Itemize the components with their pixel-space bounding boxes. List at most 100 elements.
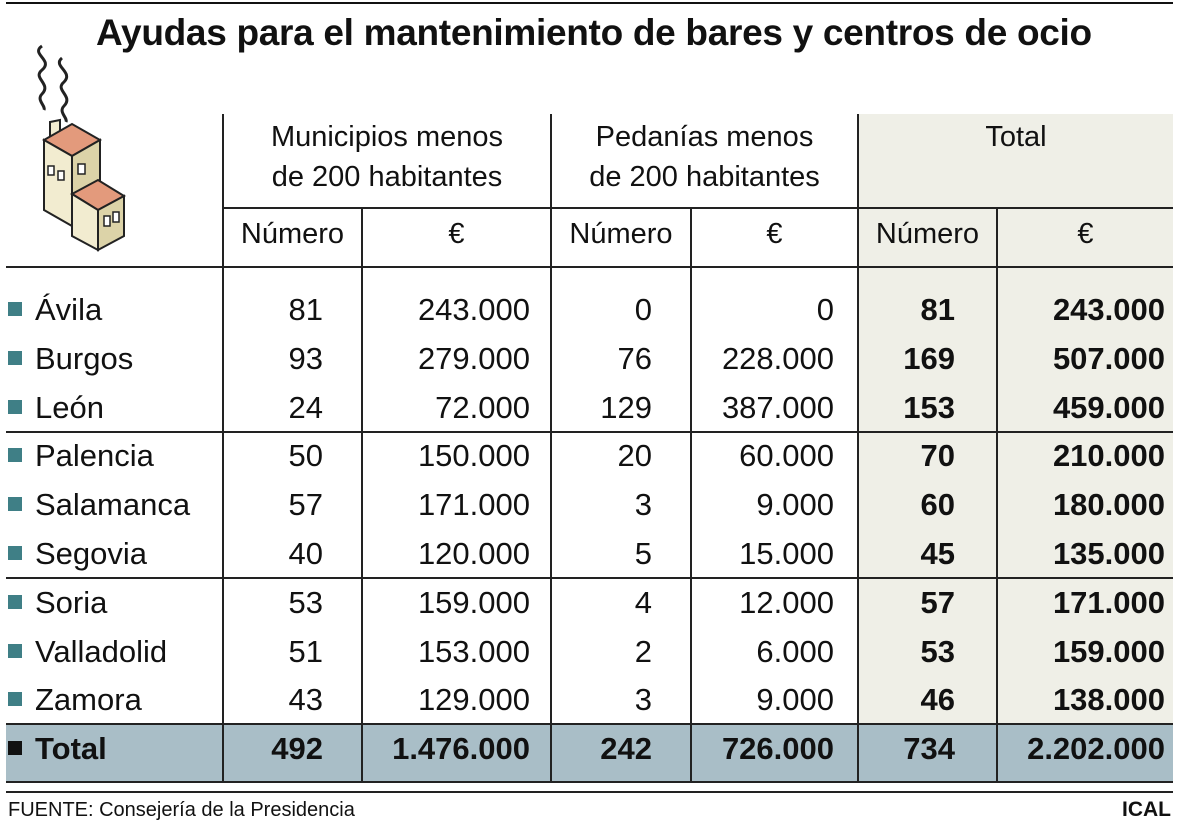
table-cell: 387.000 — [721, 390, 834, 425]
row-label: Burgos — [8, 339, 133, 379]
row-marker-icon — [8, 496, 22, 511]
table-cell: 243.000 — [1052, 292, 1165, 327]
table-cell: 51 — [288, 634, 323, 669]
table-cell: 159.000 — [1052, 634, 1165, 669]
row-name: Segovia — [35, 536, 148, 571]
total-cell: 492 — [271, 731, 323, 766]
table-cell: 76 — [617, 341, 652, 376]
row-marker-icon — [8, 399, 22, 414]
table-cell: 171.000 — [417, 487, 530, 522]
column-divider — [550, 114, 552, 782]
source-note: FUENTE: Consejería de la Presidencia — [8, 799, 355, 821]
table-cell: 150.000 — [417, 438, 530, 473]
row-label: Palencia — [8, 436, 154, 476]
top-rule — [6, 2, 1173, 4]
total-bottom-rule — [6, 781, 1173, 783]
house-smoke-icon — [37, 44, 127, 252]
table-cell: 93 — [288, 341, 323, 376]
row-name: Soria — [35, 585, 108, 620]
table-cell: 81 — [288, 292, 323, 327]
table-cell: 129 — [600, 390, 652, 425]
table-cell: 53 — [920, 634, 955, 669]
table-cell: 138.000 — [1052, 682, 1165, 717]
row-marker-icon — [8, 691, 22, 706]
table-cell: 57 — [920, 585, 955, 620]
table-cell: 153.000 — [417, 634, 530, 669]
row-label: Ávila — [8, 290, 102, 330]
row-label: Salamanca — [8, 485, 190, 525]
table-cell: 15.000 — [739, 536, 834, 571]
column-group-header: Pedanías menos de 200 habitantes — [552, 117, 857, 197]
sub-header: Número — [569, 218, 673, 250]
header-subrule — [222, 207, 1173, 209]
sub-header: Número — [240, 218, 345, 250]
column-divider — [690, 208, 692, 782]
table-cell: 5 — [634, 536, 652, 571]
table-cell: 9.000 — [756, 487, 834, 522]
row-name: Valladolid — [35, 634, 168, 669]
table-cell: 40 — [288, 536, 323, 571]
sub-header: € — [766, 218, 783, 250]
total-column-background — [859, 114, 1173, 725]
table-cell: 210.000 — [1052, 438, 1165, 473]
total-cell: 1.476.000 — [392, 731, 530, 766]
sub-header: € — [448, 218, 465, 250]
column-group-header: Municipios menos de 200 habitantes — [224, 117, 550, 197]
row-name: León — [35, 390, 104, 425]
column-divider — [996, 208, 998, 782]
table-cell: 6.000 — [756, 634, 834, 669]
row-name: Ávila — [35, 292, 103, 327]
row-marker-icon — [8, 594, 22, 609]
total-row-label: Total — [8, 729, 107, 769]
column-divider — [857, 114, 859, 782]
column-group-header: Total — [859, 117, 1173, 157]
table-cell: 153 — [903, 390, 955, 425]
row-label: Soria — [8, 583, 107, 623]
table-cell: 60.000 — [739, 438, 834, 473]
total-top-rule — [6, 723, 1173, 725]
row-marker-icon — [8, 740, 22, 755]
column-group-line2: de 200 habitantes — [589, 161, 820, 193]
column-divider — [222, 114, 224, 782]
table-cell: 0 — [816, 292, 834, 327]
table-cell: 129.000 — [417, 682, 530, 717]
table-cell: 20 — [617, 438, 652, 473]
row-label: León — [8, 388, 104, 428]
column-group-line1: Pedanías menos — [595, 121, 814, 153]
row-label: Segovia — [8, 534, 147, 574]
table-cell: 43 — [288, 682, 323, 717]
sub-header: Número — [875, 218, 980, 250]
total-cell: 242 — [600, 731, 652, 766]
row-name: Burgos — [35, 341, 134, 376]
row-marker-icon — [8, 545, 22, 560]
table-cell: 169 — [903, 341, 955, 376]
table-cell: 50 — [288, 438, 323, 473]
table-cell: 45 — [920, 536, 955, 571]
table-cell: 243.000 — [417, 292, 530, 327]
column-group-line1: Total — [985, 121, 1047, 153]
total-cell: 734 — [903, 731, 955, 766]
column-divider — [361, 208, 363, 782]
table-cell: 60 — [920, 487, 955, 522]
total-cell: 2.202.000 — [1027, 731, 1165, 766]
row-marker-icon — [8, 350, 22, 365]
table-cell: 72.000 — [435, 390, 530, 425]
row-name: Palencia — [35, 438, 154, 473]
table-cell: 53 — [288, 585, 323, 620]
table-cell: 57 — [288, 487, 323, 522]
row-label: Valladolid — [8, 632, 167, 672]
chart-title: Ayudas para el mantenimiento de bares y … — [96, 12, 1092, 53]
total-cell: 726.000 — [721, 731, 834, 766]
total-row-background — [6, 725, 1173, 782]
table-cell: 46 — [920, 682, 955, 717]
row-marker-icon — [8, 301, 22, 316]
table-cell: 159.000 — [417, 585, 530, 620]
row-marker-icon — [8, 643, 22, 658]
group-rule — [6, 577, 1173, 579]
table-cell: 3 — [634, 682, 652, 717]
table-cell: 459.000 — [1052, 390, 1165, 425]
group-rule — [6, 431, 1173, 433]
row-name: Salamanca — [35, 487, 191, 522]
table-cell: 12.000 — [739, 585, 834, 620]
table-cell: 24 — [288, 390, 323, 425]
